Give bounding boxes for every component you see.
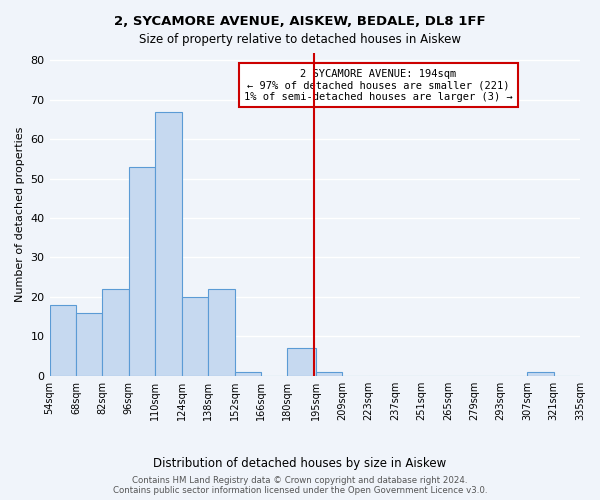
Text: Contains HM Land Registry data © Crown copyright and database right 2024.
Contai: Contains HM Land Registry data © Crown c… xyxy=(113,476,487,495)
Text: 2 SYCAMORE AVENUE: 194sqm
← 97% of detached houses are smaller (221)
1% of semi-: 2 SYCAMORE AVENUE: 194sqm ← 97% of detac… xyxy=(244,68,513,102)
Bar xyxy=(208,289,235,376)
Bar xyxy=(182,297,208,376)
Bar xyxy=(235,372,261,376)
Bar xyxy=(316,372,342,376)
Bar xyxy=(50,305,76,376)
Text: Size of property relative to detached houses in Aiskew: Size of property relative to detached ho… xyxy=(139,32,461,46)
Bar xyxy=(103,289,129,376)
Bar xyxy=(155,112,182,376)
Bar xyxy=(287,348,316,376)
Bar xyxy=(129,167,155,376)
Y-axis label: Number of detached properties: Number of detached properties xyxy=(15,126,25,302)
Text: Distribution of detached houses by size in Aiskew: Distribution of detached houses by size … xyxy=(154,458,446,470)
Bar xyxy=(527,372,554,376)
Text: 2, SYCAMORE AVENUE, AISKEW, BEDALE, DL8 1FF: 2, SYCAMORE AVENUE, AISKEW, BEDALE, DL8 … xyxy=(114,15,486,28)
Bar xyxy=(76,312,103,376)
